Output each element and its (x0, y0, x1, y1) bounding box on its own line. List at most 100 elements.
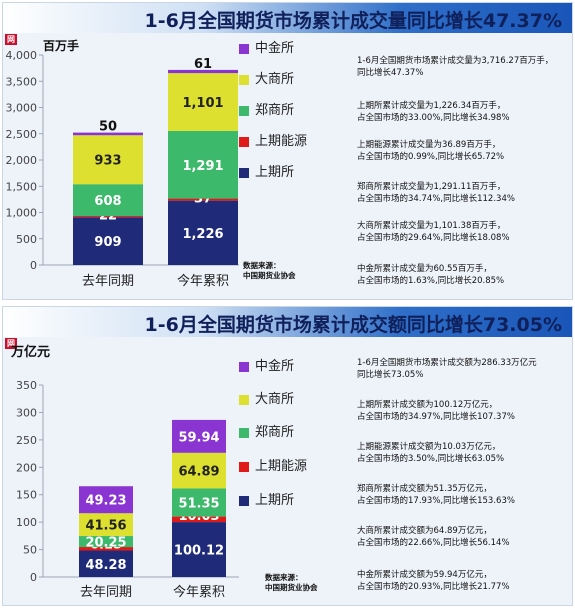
x-category-label: 去年同期 (80, 585, 132, 600)
y-tick-label: 2,000 (6, 154, 38, 167)
turnover-source: 数据来源： 中国期货业协会 (265, 573, 318, 593)
note-text: 中金所累计成交量为60.55百万手， 占全国市场的1.63%,同比增长20.85… (357, 264, 505, 286)
volume-banner: 1-6月全国期货市场累计成交量同比增长47.37% (3, 3, 572, 33)
legend-label: 大商所 (255, 72, 295, 87)
note-text: 大商所累计成交量为1,101.38百万手， 占全国市场的29.64%,同比增长1… (357, 221, 510, 243)
bar-segment (172, 488, 226, 517)
legend-item: 大商所 (239, 388, 294, 407)
legend-item: 上期所 (239, 161, 294, 180)
y-tick-label: 300 (16, 406, 37, 419)
bar-segment (79, 486, 133, 514)
bar-data-label: 100.12 (174, 544, 224, 559)
legend-swatch (239, 461, 249, 472)
y-tick-label: 3,500 (6, 75, 38, 88)
y-tick-label: 3,000 (6, 102, 38, 115)
y-tick-label: 2,500 (6, 128, 38, 141)
turnover-unit-label: 万亿元 (11, 345, 51, 360)
bar-segment (79, 550, 133, 577)
legend-label: 上期能源 (255, 459, 308, 474)
bar-segment (73, 132, 143, 136)
bar-segment (79, 546, 133, 551)
legend-label: 郑商所 (255, 425, 295, 440)
y-tick-label: 1,000 (6, 207, 38, 220)
note-text: 中金所累计成交额为59.94万亿元， 占全国市场的20.93%,同比增长21.7… (357, 570, 510, 592)
bar-data-label: 909 (94, 235, 121, 250)
legend-swatch (239, 136, 249, 147)
y-tick-label: 4,000 (6, 49, 38, 62)
legend-item: 大商所 (239, 68, 294, 87)
bar-segment (172, 516, 226, 523)
legend-label: 郑商所 (255, 103, 295, 118)
legend-label: 上期能源 (255, 134, 308, 149)
y-tick-label: 350 (16, 379, 37, 392)
legend-swatch (239, 394, 249, 405)
legend-label: 上期所 (255, 493, 295, 508)
bar-segment (79, 536, 133, 548)
x-category-label: 去年同期 (82, 274, 134, 289)
y-tick-label: 1,500 (6, 180, 38, 193)
bar-data-label: 50 (99, 120, 117, 135)
turnover-title: 1-6月全国期货市场累计成交额同比增长73.05% (144, 314, 562, 336)
bar-data-label: 61 (194, 57, 212, 72)
logo-badge: 网 (5, 338, 17, 349)
bar-data-label: 1,101 (182, 96, 223, 111)
bar-data-label: 608 (94, 194, 121, 209)
bar-segment (168, 69, 238, 74)
volume-panel: 1-6月全国期货市场累计成交量同比增长47.37% 网 百万手 0 500 1,00… (2, 2, 573, 300)
note-text: 上期能源累计成交额为10.03万亿元， 占全国市场的3.50%,同比增长63.0… (357, 442, 505, 464)
y-tick-label: 50 (23, 544, 37, 557)
y-tick-label: 500 (16, 233, 37, 246)
turnover-panel: 1-6月全国期货市场累计成交额同比增长73.05% 网 万亿元 0 50 100 15… (2, 306, 573, 606)
turnover-banner: 1-6月全国期货市场累计成交额同比增长73.05% (3, 307, 572, 337)
y-tick-label: 100 (16, 516, 37, 529)
bar-segment (73, 217, 143, 265)
y-tick-label: 150 (16, 489, 37, 502)
bar-data-label: 48.28 (85, 558, 126, 573)
legend-item: 郑商所 (239, 421, 294, 440)
legend-item: 中金所 (239, 37, 294, 56)
bar-segment (172, 522, 226, 577)
x-category-label: 今年累积 (177, 273, 229, 289)
bar-data-label: 20.25 (85, 536, 126, 551)
bar-segment (172, 452, 226, 489)
y-tick-label: 250 (16, 434, 37, 447)
y-tick-label: 0 (30, 571, 37, 584)
bar-data-label: 59.94 (178, 430, 219, 445)
volume-chart: 0 500 1,000 1,500 2,000 2,500 3,000 3,500 4,000 9… (6, 49, 239, 289)
legend-item: 上期能源 (239, 130, 307, 149)
bar-data-label: 41.56 (85, 519, 126, 534)
legend-swatch (239, 427, 249, 438)
turnover-chart: 05010015020025030035048.286.1520.2541.56… (16, 379, 239, 600)
bar-data-label: 1,226 (182, 227, 223, 242)
legend-swatch (239, 74, 249, 85)
legend-label: 中金所 (255, 359, 295, 374)
legend-swatch (239, 495, 249, 506)
note-text: 大商所累计成交额为64.89万亿元， 占全国市场的22.66%,同比增长56.1… (357, 526, 510, 548)
bar-segment (168, 73, 238, 131)
volume-unit-label: 百万手 (43, 39, 80, 53)
note-text: 郑商所累计成交量为1,291.11百万手， 占全国市场的34.74%,同比增长1… (357, 182, 515, 204)
y-tick-label: 200 (16, 461, 37, 474)
legend-item: 中金所 (239, 355, 294, 374)
bar-segment (168, 200, 238, 265)
note-text: 1-6月全国期货市场累计成交额为286.33万亿元 同比增长73.05% (357, 358, 537, 380)
note-text: 郑商所累计成交额为51.35万亿元， 占全国市场的17.93%,同比增长153.… (357, 484, 515, 506)
legend-label: 中金所 (255, 41, 295, 56)
bar-data-label: 1,291 (182, 159, 223, 174)
turnover-source-text: 数据来源： 中国期货业协会 (265, 573, 318, 592)
bar-segment (73, 135, 143, 185)
legend-label: 大商所 (255, 392, 295, 407)
legend-item: 郑商所 (239, 99, 294, 118)
bar-data-label: 933 (94, 154, 121, 169)
note-text: 上期所累计成交额为100.12万亿元， 占全国市场的34.97%,同比增长107… (357, 400, 515, 422)
legend-item: 上期能源 (239, 455, 307, 474)
legend-label: 上期所 (255, 165, 295, 180)
bar-data-label: 51.35 (178, 496, 219, 511)
bar-segment (73, 184, 143, 217)
volume-source-text: 数据来源： 中国期货业协会 (243, 261, 296, 280)
volume-source: 数据来源： 中国期货业协会 (243, 261, 296, 281)
bar-segment (79, 513, 133, 537)
legend-swatch (239, 167, 249, 178)
legend-item: 上期所 (239, 489, 294, 508)
bar-data-label: 49.23 (85, 494, 126, 509)
